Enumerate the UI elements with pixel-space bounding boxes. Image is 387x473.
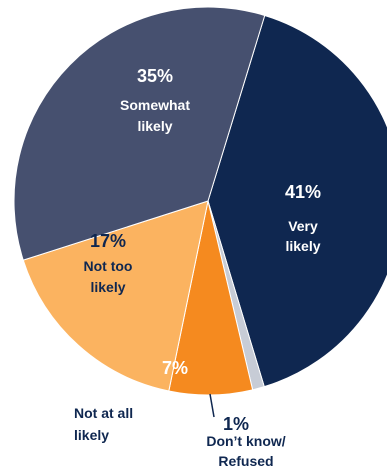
label-dont-know: 1% Don’t know/ Refused xyxy=(206,414,285,469)
label-not-at-all-likely-line2: likely xyxy=(74,427,109,443)
leader-line-dont-know xyxy=(209,393,215,418)
label-somewhat-likely-line1: Somewhat xyxy=(120,97,190,113)
label-very-likely-line2: likely xyxy=(285,238,320,254)
label-very-likely-line1: Very xyxy=(288,218,318,234)
pct-not-too-likely: 17% xyxy=(90,231,126,251)
label-not-at-all-likely-line1: Not at all xyxy=(74,405,133,421)
label-dont-know-line1: Don’t know/ xyxy=(206,433,285,449)
pie-slice-somewhat-likely xyxy=(13,6,266,261)
pie-slice-very-likely xyxy=(207,14,387,388)
pct-not-at-all-likely: 7% xyxy=(162,358,188,378)
label-not-at-all-likely: Not at all likely xyxy=(74,405,133,443)
label-not-too-likely-line2: likely xyxy=(90,279,125,295)
pct-dont-know: 1% xyxy=(223,414,249,434)
pct-very-likely: 41% xyxy=(285,182,321,202)
label-not-too-likely-line1: Not too xyxy=(84,258,133,274)
label-somewhat-likely-line2: likely xyxy=(137,118,172,134)
pie-slice-not-too-likely xyxy=(22,200,209,392)
pct-somewhat-likely: 35% xyxy=(137,66,173,86)
label-not-too-likely: 17% Not too likely xyxy=(84,231,133,295)
label-very-likely: 41% Very likely xyxy=(285,182,321,254)
label-somewhat-likely: 35% Somewhat likely xyxy=(120,66,190,134)
pie-slices xyxy=(13,6,387,396)
label-dont-know-line2: Refused xyxy=(218,453,273,469)
